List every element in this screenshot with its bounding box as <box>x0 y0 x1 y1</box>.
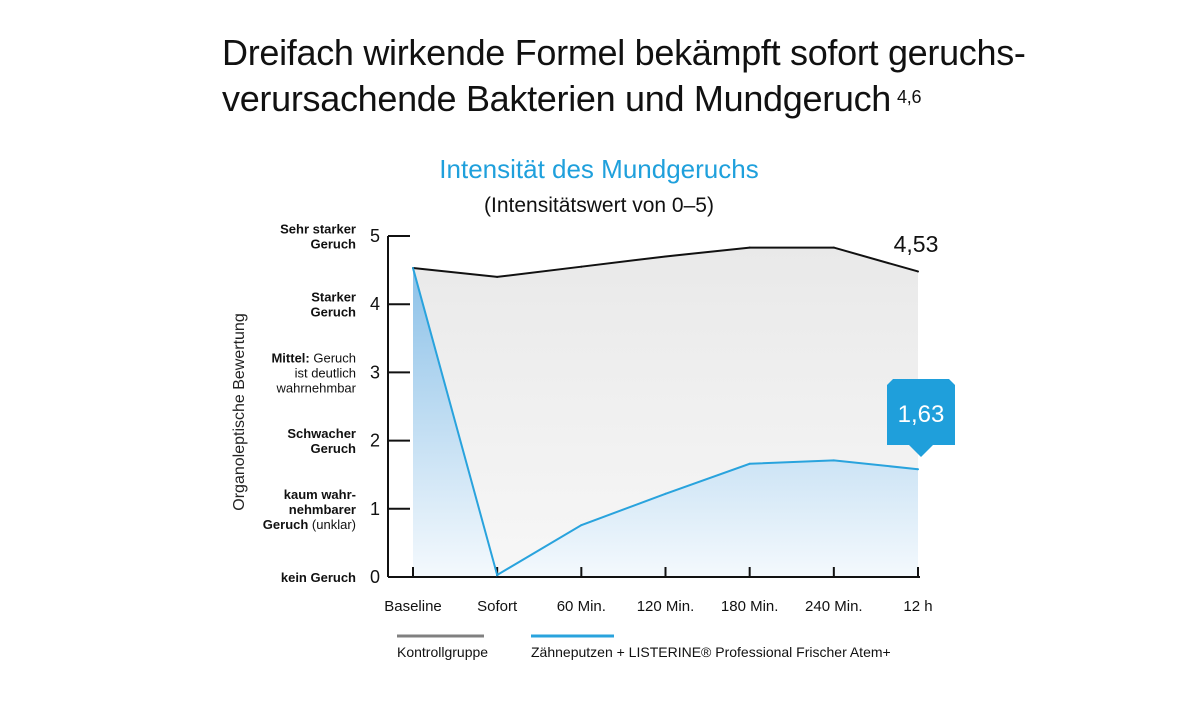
y-descriptor-normal: (unklar) <box>308 517 356 532</box>
y-descriptor-bold: Mittel: <box>271 350 309 365</box>
control-point-2 <box>580 265 583 268</box>
y-descriptor-5: Sehr starker Geruch <box>280 222 356 252</box>
x-tick-label-4: 180 Min. <box>721 598 779 615</box>
control-point-5 <box>832 246 835 249</box>
y-descriptor-bold: Schwacher <box>287 426 356 441</box>
y-descriptor-bold: Geruch <box>263 517 309 532</box>
y-descriptor-bold: Starker <box>311 290 356 305</box>
x-tick-label-5: 240 Min. <box>805 598 863 615</box>
listerine-point-5 <box>832 459 835 462</box>
y-descriptor-2: Schwacher Geruch <box>287 426 356 456</box>
headline-line-1: Dreifach wirkende Formel bekämpft sofort… <box>222 32 1026 73</box>
y-tick-label-4: 4 <box>370 294 380 314</box>
headline-line-2: verursachende Bakterien und Mundgeruch 4,… <box>222 76 1172 122</box>
listerine-point-0 <box>412 267 414 270</box>
control-point-6 <box>917 270 919 273</box>
legend-label-listerine: Zähneputzen + LISTERINE® Professional Fr… <box>531 644 891 660</box>
y-descriptor-line: Mittel: Geruch <box>271 350 356 365</box>
y-descriptor-bold: Sehr starker <box>280 222 356 237</box>
y-tick-label-0: 0 <box>370 567 380 587</box>
listerine-point-1 <box>496 573 499 576</box>
chart-title: Intensität des Mundgeruchs <box>439 154 758 184</box>
y-tick-label-5: 5 <box>370 226 380 246</box>
y-descriptor-normal: wahrnehmbar <box>276 380 357 395</box>
y-descriptor-bold: kein Geruch <box>281 570 356 585</box>
y-tick-label-1: 1 <box>370 499 380 519</box>
y-descriptor-3: Mittel: Geruch ist deutlich wahrnehmbar <box>271 350 356 395</box>
x-tick-label-2: 60 Min. <box>557 598 606 615</box>
control-point-1 <box>496 275 499 278</box>
headline: Dreifach wirkende Formel bekämpft sofort… <box>222 30 1172 122</box>
listerine-point-4 <box>748 462 751 465</box>
y-tick-label-2: 2 <box>370 431 380 451</box>
listerine-value-badge <box>887 379 955 457</box>
x-tick-label-0: Baseline <box>384 598 442 615</box>
x-tick-label-1: Sofort <box>477 598 518 615</box>
y-descriptor-normal: ist deutlich <box>295 365 356 380</box>
y-descriptor-4: Starker Geruch <box>310 290 356 320</box>
listerine-area <box>413 268 918 577</box>
y-descriptor-bold: Geruch <box>310 441 356 456</box>
legend: Kontrollgruppe Zähneputzen + LISTERINE® P… <box>397 634 891 660</box>
y-descriptor-line: Geruch (unklar) <box>263 517 356 532</box>
listerine-value-label: 1,63 <box>898 401 945 428</box>
control-value-label: 4,53 <box>894 231 939 257</box>
control-point-4 <box>748 246 751 249</box>
listerine-point-2 <box>580 524 583 527</box>
y-descriptor-bold: Geruch <box>310 305 356 320</box>
chart-subtitle: (Intensitätswert von 0–5) <box>484 194 714 217</box>
y-descriptor-bold: Geruch <box>310 237 356 252</box>
y-descriptor-bold: nehmbarer <box>289 502 356 517</box>
y-descriptor-normal: Geruch <box>310 350 356 365</box>
headline-footnote-ref: 4,6 <box>897 87 922 107</box>
headline-line-2-text: verursachende Bakterien und Mundgeruch <box>222 78 892 119</box>
listerine-point-6 <box>917 468 919 471</box>
y-descriptor-0: kein Geruch <box>281 570 356 585</box>
listerine-point-3 <box>664 492 667 495</box>
x-tick-label-6: 12 h <box>903 598 932 615</box>
control-point-3 <box>664 255 667 258</box>
x-tick-label-3: 120 Min. <box>637 598 695 615</box>
y-descriptor-bold: kaum wahr- <box>284 487 356 502</box>
legend-label-control: Kontrollgruppe <box>397 644 488 660</box>
y-tick-label-3: 3 <box>370 362 380 382</box>
y-descriptor-1: kaum wahr-nehmbarer Geruch (unklar) <box>263 487 356 532</box>
y-axis-label: Organoleptische Bewertung <box>231 313 248 510</box>
